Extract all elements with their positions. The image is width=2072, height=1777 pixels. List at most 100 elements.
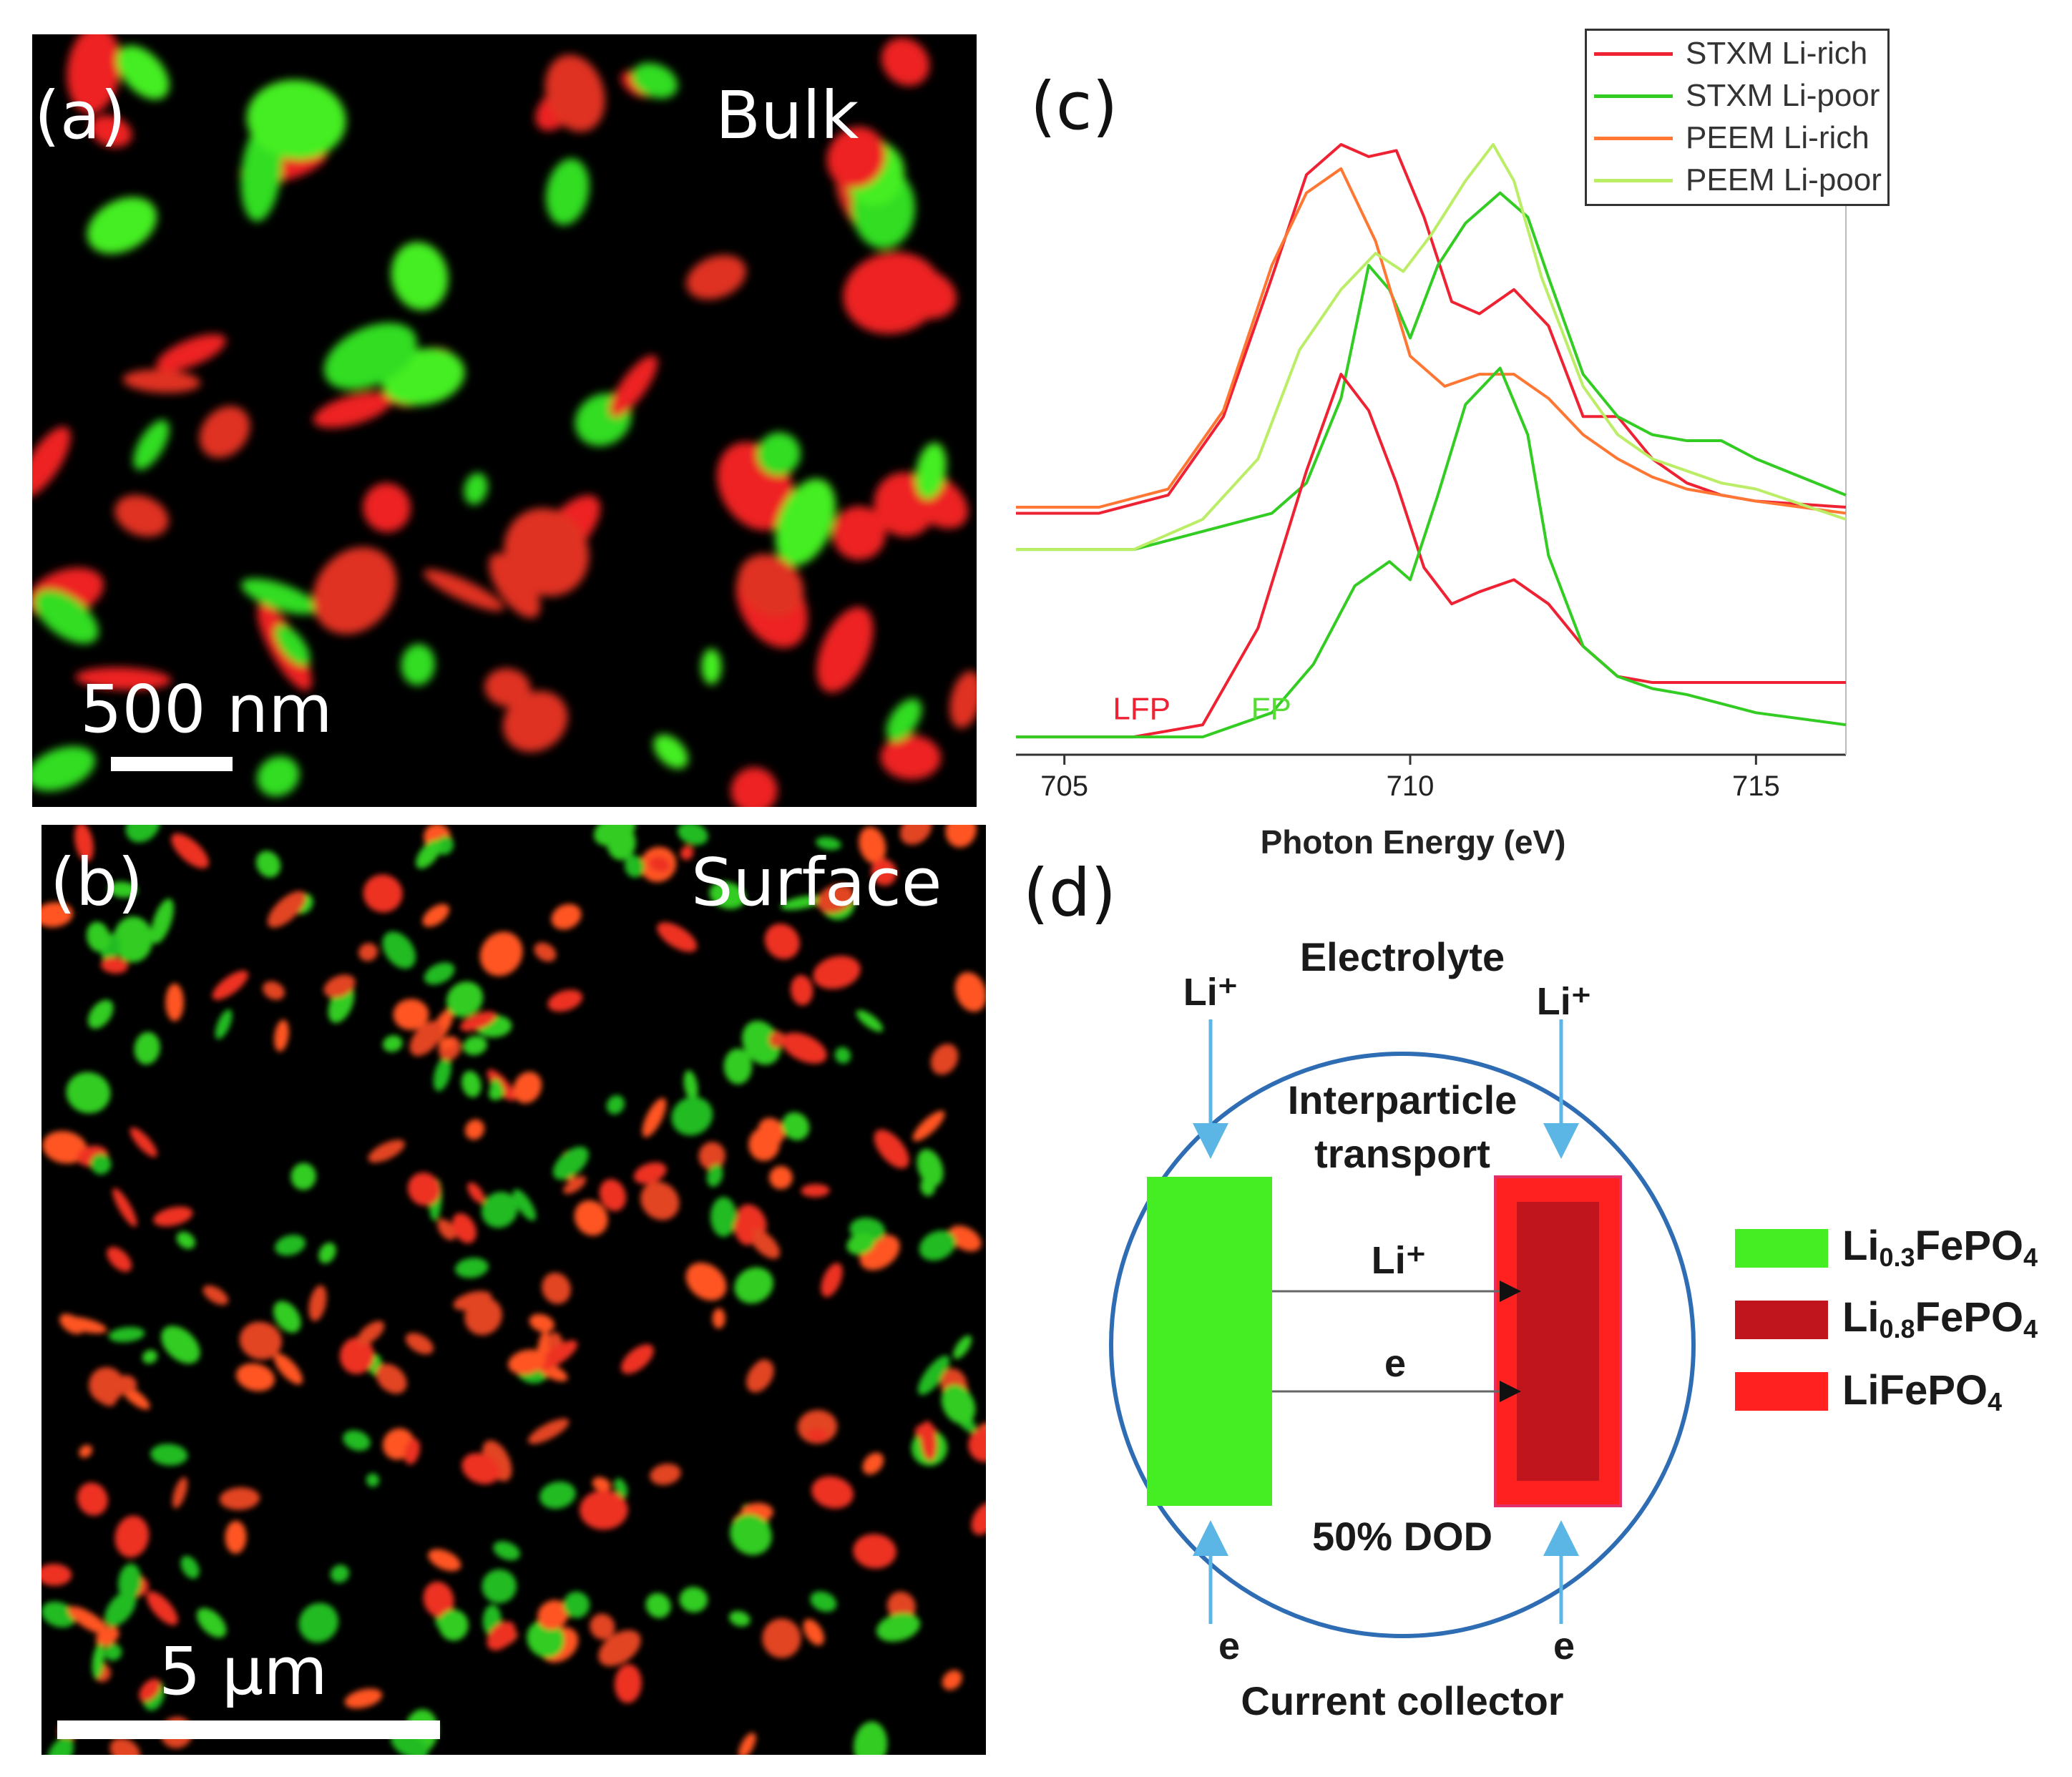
panel-b-region-label: Surface xyxy=(691,844,942,921)
domain-blob xyxy=(915,442,947,499)
domain-blob xyxy=(650,1463,681,1485)
domain-blob xyxy=(89,115,132,147)
domain-blob xyxy=(590,1613,615,1640)
domain-blob xyxy=(171,833,209,869)
domain-blob xyxy=(816,607,874,692)
domain-blob xyxy=(467,1182,485,1204)
domain-blob xyxy=(764,924,800,959)
domain-blob xyxy=(199,406,250,459)
domain-blob xyxy=(580,1490,628,1530)
annotation-fp: FP xyxy=(1251,692,1291,727)
domain-blob xyxy=(592,1477,611,1492)
domain-blob xyxy=(330,1565,350,1583)
domain-blob xyxy=(881,37,930,87)
domain-blob xyxy=(738,1732,756,1755)
domain-blob xyxy=(671,1097,713,1136)
domain-blob xyxy=(308,1285,327,1321)
xas-spectra-chart: LFP FP xyxy=(1016,100,1847,765)
x-axis-title: Photon Energy (eV) xyxy=(1260,823,1566,861)
domain-blob xyxy=(730,767,778,807)
domain-blob xyxy=(853,1534,896,1569)
domain-blob xyxy=(846,1233,875,1255)
domain-blob xyxy=(142,1350,158,1364)
domain-blob xyxy=(826,127,886,189)
domain-blob xyxy=(108,1327,145,1343)
domain-blob xyxy=(100,957,129,974)
domain-blob xyxy=(274,1019,289,1052)
x-tick-label: 715 xyxy=(1731,770,1780,802)
domain-blob xyxy=(376,1364,407,1394)
domain-blob xyxy=(489,1085,504,1100)
domain-blob xyxy=(275,625,311,666)
domain-blob xyxy=(172,1477,188,1509)
domain-blob xyxy=(262,981,285,1000)
domain-blob xyxy=(899,825,932,845)
domain-blob xyxy=(67,34,121,114)
series-line-peem-li-poor xyxy=(1016,143,1847,552)
domain-blob xyxy=(701,648,722,685)
domain-blob xyxy=(75,667,172,690)
domain-blob xyxy=(621,1344,654,1374)
domain-blob xyxy=(880,735,942,780)
domain-blob xyxy=(112,1188,137,1227)
domain-blob xyxy=(343,1430,371,1451)
domain-blob xyxy=(706,1164,723,1188)
series-line-stxm-li-poor xyxy=(1016,191,1847,552)
domain-blob xyxy=(313,547,397,635)
domain-blob xyxy=(79,1444,93,1458)
domain-blob xyxy=(90,1153,112,1175)
domain-blob xyxy=(821,1263,843,1297)
domain-blob xyxy=(734,1267,773,1304)
domain-blob xyxy=(683,1070,698,1102)
li-top-left-label: Li⁺ xyxy=(1183,971,1238,1014)
legend-entry: PEEM Li-rich xyxy=(1594,118,1870,158)
domain-blob xyxy=(545,158,590,225)
domain-blob xyxy=(275,1235,306,1256)
domain-blob xyxy=(968,1428,986,1462)
domain-blob xyxy=(971,1502,986,1535)
domain-blob xyxy=(47,1736,74,1755)
domain-blob xyxy=(32,746,96,791)
domain-blob xyxy=(749,1228,781,1259)
domain-blob xyxy=(710,1197,737,1237)
domain-blob xyxy=(255,851,281,878)
domain-blob xyxy=(513,1072,542,1104)
domain-blob xyxy=(537,1600,569,1630)
panel-c-label: (c) xyxy=(1030,68,1118,145)
domain-blob xyxy=(363,874,403,913)
domain-blob xyxy=(196,1607,227,1638)
li08-core xyxy=(1517,1202,1599,1481)
domain-blob xyxy=(680,846,694,861)
domain-blob xyxy=(730,1514,772,1555)
domain-blob xyxy=(113,916,153,963)
domain-blob xyxy=(917,1149,944,1187)
domain-blob xyxy=(239,1321,283,1360)
domain-blob xyxy=(439,1037,456,1049)
domain-blob xyxy=(416,839,441,869)
domain-blob xyxy=(358,943,378,961)
domain-blob xyxy=(856,1009,884,1032)
domain-blob xyxy=(202,1285,229,1306)
domain-blob xyxy=(153,1206,193,1227)
domain-blob xyxy=(437,1218,456,1240)
domain-blob xyxy=(74,825,94,862)
legend-entry: STXM Li-poor xyxy=(1594,76,1880,116)
domain-blob xyxy=(404,1438,421,1465)
domain-blob xyxy=(712,1308,725,1329)
domain-blob xyxy=(323,323,417,390)
domain-blob xyxy=(150,899,174,944)
domain-blob xyxy=(246,79,346,160)
domain-blob xyxy=(77,1482,108,1516)
domain-blob xyxy=(464,472,488,505)
domain-blob xyxy=(803,1619,824,1646)
domain-blob xyxy=(632,62,678,99)
domain-blob xyxy=(649,856,670,873)
li-middle-label: Li⁺ xyxy=(1371,1239,1427,1282)
domain-blob xyxy=(424,962,455,985)
domain-blob xyxy=(493,1541,521,1561)
domain-blob xyxy=(130,1127,157,1157)
domain-blob xyxy=(791,974,813,1006)
domain-blob xyxy=(816,836,841,851)
domain-blob xyxy=(529,1313,555,1333)
domain-blob xyxy=(723,1048,753,1085)
